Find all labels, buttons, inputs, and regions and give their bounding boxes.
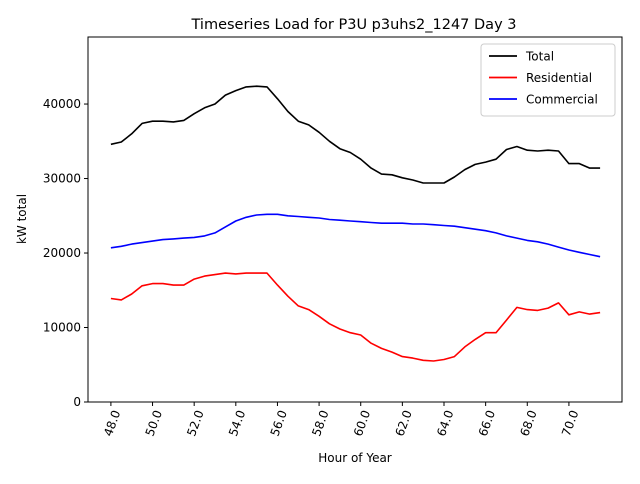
y-tick-label: 20000 (43, 246, 81, 260)
legend-label-total: Total (525, 50, 554, 64)
x-tick-label: 56.0 (268, 408, 290, 438)
x-tick-label: 54.0 (226, 408, 248, 438)
y-axis-label: kW total (15, 194, 29, 244)
series-line-total (110, 85, 601, 184)
x-tick-label: 68.0 (517, 408, 539, 438)
x-tick-label: 64.0 (434, 408, 456, 438)
x-tick-label: 48.0 (101, 408, 123, 438)
legend-label-commercial: Commercial (526, 93, 598, 107)
y-tick-label: 30000 (43, 172, 81, 186)
x-axis-ticks: 48.0 50.0 52.0 54.0 56.0 58.0 60.0 62.0 64.0 66.0… (101, 402, 581, 438)
series-line-commercial (110, 213, 601, 258)
y-tick-label: 40000 (43, 97, 81, 111)
series-lines (110, 85, 601, 362)
y-tick-label: 0 (73, 395, 81, 409)
chart-title: Timeseries Load for P3U p3uhs2_1247 Day … (191, 17, 517, 33)
x-tick-label: 50.0 (143, 408, 165, 438)
x-tick-label: 70.0 (559, 408, 581, 438)
y-tick-label: 10000 (43, 321, 81, 335)
series-line-residential (110, 272, 601, 362)
x-tick-label: 52.0 (184, 408, 206, 438)
plot-area-frame (87, 36, 623, 403)
x-tick-label: 60.0 (351, 408, 373, 438)
y-axis-ticks: 0 10000 20000 30000 40000 (43, 97, 88, 409)
legend: Total Residential Commercial (480, 43, 616, 117)
x-tick-label: 66.0 (476, 408, 498, 438)
legend-label-residential: Residential (526, 71, 592, 85)
x-axis-label: Hour of Year (318, 451, 392, 465)
x-tick-label: 58.0 (309, 408, 331, 438)
x-tick-label: 62.0 (393, 408, 415, 438)
legend-frame (480, 43, 616, 117)
